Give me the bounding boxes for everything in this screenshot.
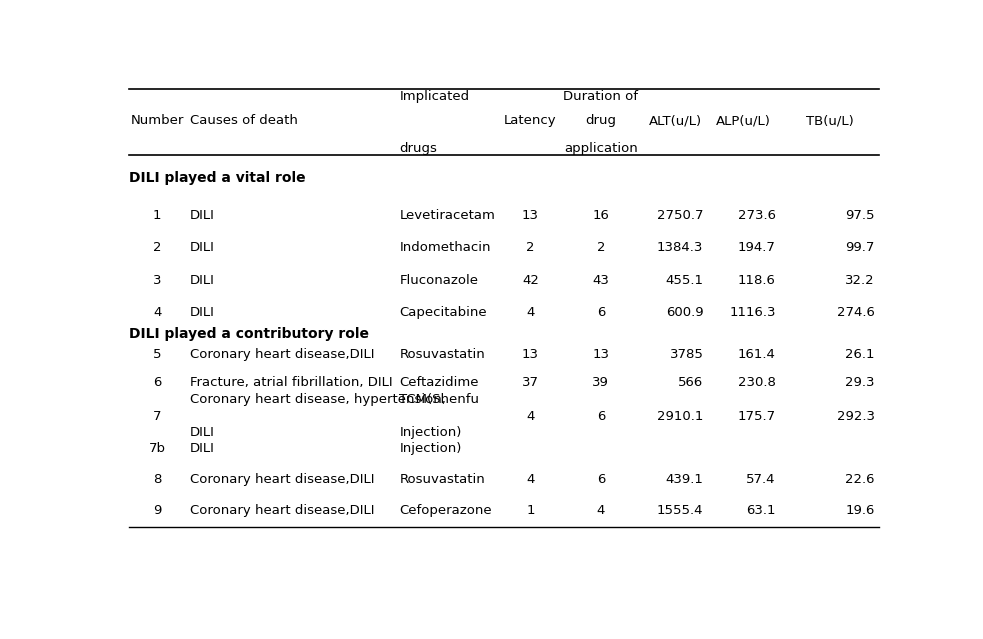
Text: 2910.1: 2910.1 [657, 410, 704, 422]
Text: Duration of: Duration of [563, 90, 638, 103]
Text: application: application [564, 141, 638, 155]
Text: Causes of death: Causes of death [190, 114, 298, 127]
Text: 4: 4 [597, 504, 606, 517]
Text: 57.4: 57.4 [746, 473, 776, 486]
Text: 6: 6 [153, 376, 161, 389]
Text: 175.7: 175.7 [737, 410, 776, 422]
Text: 566: 566 [678, 376, 704, 389]
Text: DILI: DILI [190, 242, 215, 254]
Text: 4: 4 [526, 410, 535, 422]
Text: TCM(Shenfu: TCM(Shenfu [399, 394, 480, 406]
Text: 194.7: 194.7 [738, 242, 776, 254]
Text: Fracture, atrial fibrillation, DILI: Fracture, atrial fibrillation, DILI [190, 376, 392, 389]
Text: Implicated: Implicated [399, 90, 470, 103]
Text: 99.7: 99.7 [845, 242, 875, 254]
Text: drugs: drugs [399, 141, 437, 155]
Text: 39: 39 [593, 376, 609, 389]
Text: 37: 37 [522, 376, 539, 389]
Text: DILI: DILI [190, 426, 215, 439]
Text: Injection): Injection) [399, 442, 462, 455]
Text: 19.6: 19.6 [845, 504, 875, 517]
Text: 32.2: 32.2 [845, 274, 875, 287]
Text: 274.6: 274.6 [837, 306, 875, 320]
Text: 4: 4 [526, 473, 535, 486]
Text: 7b: 7b [148, 442, 166, 455]
Text: ALT(u/L): ALT(u/L) [649, 114, 702, 127]
Text: Coronary heart disease, hypertension,: Coronary heart disease, hypertension, [190, 394, 446, 406]
Text: 16: 16 [593, 209, 609, 222]
Text: DILI: DILI [190, 442, 215, 455]
Text: 9: 9 [153, 504, 161, 517]
Text: 3: 3 [153, 274, 161, 287]
Text: 2750.7: 2750.7 [657, 209, 704, 222]
Text: 6: 6 [597, 410, 606, 422]
Text: 2: 2 [526, 242, 535, 254]
Text: Ceftazidime: Ceftazidime [399, 376, 479, 389]
Text: 1555.4: 1555.4 [657, 504, 704, 517]
Text: 29.3: 29.3 [845, 376, 875, 389]
Text: Levetiracetam: Levetiracetam [399, 209, 495, 222]
Text: 13: 13 [522, 209, 539, 222]
Text: 4: 4 [153, 306, 161, 320]
Text: 43: 43 [593, 274, 609, 287]
Text: 1: 1 [153, 209, 161, 222]
Text: Coronary heart disease,DILI: Coronary heart disease,DILI [190, 348, 375, 361]
Text: 22.6: 22.6 [845, 473, 875, 486]
Text: DILI: DILI [190, 306, 215, 320]
Text: 118.6: 118.6 [738, 274, 776, 287]
Text: Capecitabine: Capecitabine [399, 306, 487, 320]
Text: 2: 2 [597, 242, 606, 254]
Text: 273.6: 273.6 [738, 209, 776, 222]
Text: 600.9: 600.9 [665, 306, 704, 320]
Text: 3785: 3785 [669, 348, 704, 361]
Text: Number: Number [131, 114, 184, 127]
Text: 13: 13 [522, 348, 539, 361]
Text: 97.5: 97.5 [845, 209, 875, 222]
Text: 6: 6 [597, 306, 606, 320]
Text: DILI: DILI [190, 274, 215, 287]
Text: Fluconazole: Fluconazole [399, 274, 479, 287]
Text: 63.1: 63.1 [746, 504, 776, 517]
Text: Injection): Injection) [399, 426, 462, 439]
Text: Rosuvastatin: Rosuvastatin [399, 348, 486, 361]
Text: 1: 1 [526, 504, 535, 517]
Text: ALP(u/L): ALP(u/L) [717, 114, 772, 127]
Text: 4: 4 [526, 306, 535, 320]
Text: 13: 13 [593, 348, 609, 361]
Text: Coronary heart disease,DILI: Coronary heart disease,DILI [190, 504, 375, 517]
Text: 6: 6 [597, 473, 606, 486]
Text: 161.4: 161.4 [738, 348, 776, 361]
Text: 292.3: 292.3 [837, 410, 875, 422]
Text: Cefoperazone: Cefoperazone [399, 504, 492, 517]
Text: 455.1: 455.1 [665, 274, 704, 287]
Text: 42: 42 [522, 274, 539, 287]
Text: 1116.3: 1116.3 [729, 306, 776, 320]
Text: 26.1: 26.1 [845, 348, 875, 361]
Text: drug: drug [586, 114, 616, 127]
Text: 2: 2 [153, 242, 161, 254]
Text: 8: 8 [153, 473, 161, 486]
Text: Indomethacin: Indomethacin [399, 242, 491, 254]
Text: Latency: Latency [504, 114, 556, 127]
Text: 7: 7 [153, 410, 161, 422]
Text: TB(u/L): TB(u/L) [806, 114, 853, 127]
Text: 439.1: 439.1 [665, 473, 704, 486]
Text: DILI played a contributory role: DILI played a contributory role [129, 327, 369, 341]
Text: 5: 5 [153, 348, 161, 361]
Text: Rosuvastatin: Rosuvastatin [399, 473, 486, 486]
Text: DILI played a vital role: DILI played a vital role [129, 171, 306, 185]
Text: 230.8: 230.8 [738, 376, 776, 389]
Text: Coronary heart disease,DILI: Coronary heart disease,DILI [190, 473, 375, 486]
Text: 1384.3: 1384.3 [657, 242, 704, 254]
Text: DILI: DILI [190, 209, 215, 222]
